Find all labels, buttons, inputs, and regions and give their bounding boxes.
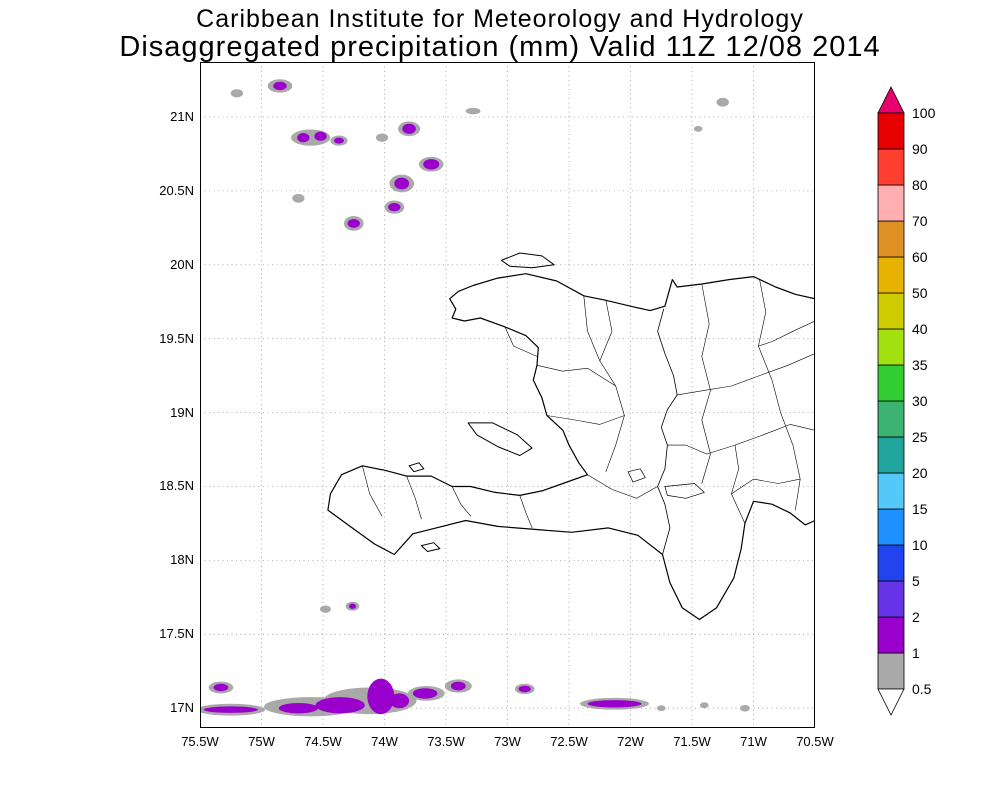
colorbar-tick-label: 50	[912, 285, 928, 301]
colorbar-segment	[877, 472, 905, 510]
colorbar-tick-label: 2	[912, 609, 920, 625]
x-tick-label: 75W	[248, 734, 275, 749]
colorbar-segment	[877, 148, 905, 186]
interior-boundary	[536, 365, 616, 387]
x-tick-label: 74.5W	[304, 734, 342, 749]
island-coastline	[500, 252, 555, 269]
x-tick-label: 70.5W	[796, 734, 834, 749]
colorbar-arrow-up	[877, 86, 905, 114]
y-tick-label: 17.5N	[159, 626, 194, 642]
interior-boundary	[504, 326, 538, 357]
hispaniola-coastline	[327, 273, 815, 621]
interior-boundary	[406, 475, 422, 520]
colorbar-tick-label: 0.5	[912, 681, 932, 697]
x-tick-label: 71.5W	[673, 734, 711, 749]
y-tick-label: 18.5N	[159, 478, 194, 494]
x-tick-label: 73W	[494, 734, 521, 749]
colorbar-arrow-down	[877, 688, 905, 716]
colorbar-tick-label: 70	[912, 213, 928, 229]
interior-boundary	[587, 474, 658, 499]
colorbar-tick-label: 100	[912, 105, 936, 121]
precip-shading	[200, 79, 750, 717]
island-coastline	[467, 422, 533, 456]
x-tick-label: 72W	[617, 734, 644, 749]
colorbar-tick-label: 15	[912, 501, 928, 517]
colorbar-segment	[877, 112, 905, 150]
colorbar-segment	[877, 220, 905, 258]
colorbar-segment	[877, 400, 905, 438]
lake-outline	[627, 468, 646, 483]
x-tick-label: 75.5W	[181, 734, 219, 749]
interior-boundary	[701, 283, 711, 484]
colorbar-segment	[877, 292, 905, 330]
colorbar-tick-label: 10	[912, 537, 928, 553]
y-tick-label: 19N	[170, 404, 194, 420]
interior-boundary	[731, 478, 801, 495]
x-tick-label: 74W	[371, 734, 398, 749]
y-tick-label: 19.5N	[159, 330, 194, 346]
x-tick-label: 71W	[740, 734, 767, 749]
colorbar-tick-label: 5	[912, 573, 920, 589]
y-tick-label: 20.5N	[159, 182, 194, 198]
colorbar-segment	[877, 508, 905, 546]
interior-boundary	[546, 415, 625, 425]
interior-boundary	[667, 424, 815, 455]
lake-outline	[664, 483, 705, 499]
interior-boundary	[599, 300, 613, 362]
colorbar-tick-label: 40	[912, 321, 928, 337]
colorbar-segment	[877, 652, 905, 690]
island-coastline	[408, 462, 425, 473]
y-tick-label: 20N	[170, 256, 194, 272]
colorbar-tick-label: 20	[912, 465, 928, 481]
colorbar-tick-label: 90	[912, 141, 928, 157]
x-tick-label: 72.5W	[550, 734, 588, 749]
colorbar-tick-label: 1	[912, 645, 920, 661]
colorbar-tick-label: 25	[912, 429, 928, 445]
y-tick-label: 21N	[170, 108, 194, 124]
colorbar-segment	[877, 436, 905, 474]
island-coastline	[420, 542, 441, 552]
colorbar-tick-label: 35	[912, 357, 928, 373]
colorbar-tick-label: 60	[912, 249, 928, 265]
interior-boundary	[758, 320, 815, 347]
map-canvas	[200, 62, 815, 728]
x-tick-label: 73.5W	[427, 734, 465, 749]
chart-title: Caribbean Institute for Meteorology and …	[196, 5, 804, 33]
interior-boundary	[362, 465, 383, 517]
interior-boundary	[676, 353, 815, 396]
chart-subtitle: Disaggregated precipitation (mm) Valid 1…	[119, 31, 881, 63]
colorbar-segment	[877, 184, 905, 222]
interior-boundary	[451, 486, 471, 517]
colorbar-segment	[877, 364, 905, 402]
colorbar-segment	[877, 616, 905, 654]
interior-boundary	[758, 279, 801, 511]
coastlines	[327, 252, 815, 621]
interior-boundary	[583, 295, 625, 472]
colorbar-segment	[877, 580, 905, 618]
colorbar-tick-label: 30	[912, 393, 928, 409]
colorbar-segment	[877, 256, 905, 294]
haiti-dr-border	[657, 308, 678, 555]
colorbar-tick-label: 80	[912, 177, 928, 193]
colorbar-segment	[877, 328, 905, 366]
y-tick-label: 17N	[170, 700, 194, 716]
grid-lines	[200, 62, 815, 728]
interior-boundary	[519, 495, 533, 529]
colorbar-segment	[877, 544, 905, 582]
y-tick-label: 18N	[170, 552, 194, 568]
interior-boundary	[731, 444, 746, 524]
